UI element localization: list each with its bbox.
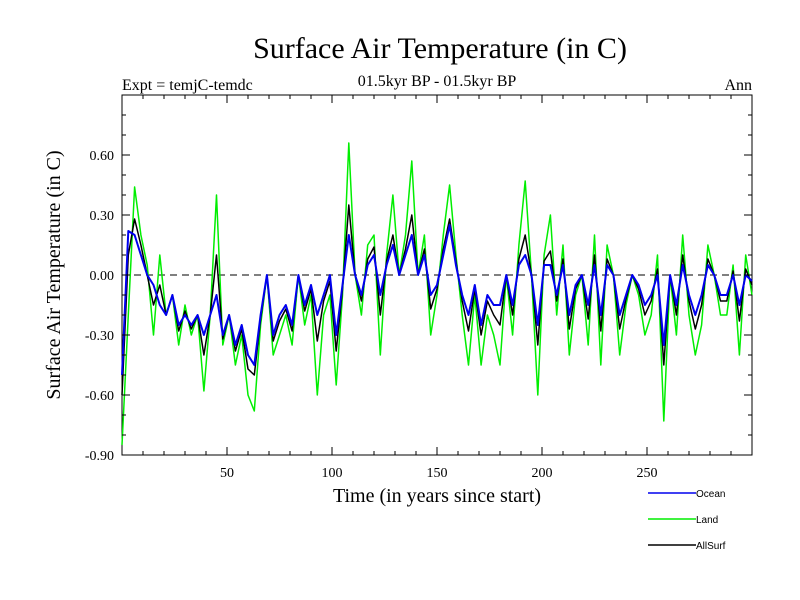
x-tick-label: 150	[427, 466, 448, 481]
y-tick-label: -0.30	[85, 329, 114, 344]
y-tick-label: 0.30	[90, 209, 115, 224]
x-tick-label: 100	[322, 466, 343, 481]
chart-subtitle-left: Expt = temjC-temdc	[122, 77, 253, 94]
legend-label-land: Land	[696, 515, 718, 526]
x-tick-label: 50	[220, 466, 234, 481]
x-tick-label: 250	[637, 466, 658, 481]
chart-title: Surface Air Temperature (in C)	[253, 32, 627, 65]
chart-subtitle-right: Ann	[724, 77, 752, 94]
y-tick-label: -0.90	[85, 449, 114, 464]
y-tick-label: 0.00	[90, 269, 115, 284]
y-axis-label: Surface Air Temperature (in C)	[43, 150, 65, 399]
y-tick-label: -0.60	[85, 389, 114, 404]
legend-label-allsurf: AllSurf	[696, 541, 726, 552]
series-line-ocean	[121, 224, 753, 376]
chart-subtitle-center: 01.5kyr BP - 01.5kyr BP	[358, 73, 517, 90]
y-tick-label: 0.60	[90, 149, 115, 164]
x-axis-label: Time (in years since start)	[333, 485, 541, 507]
x-tick-label: 200	[532, 466, 553, 481]
legend-label-ocean: Ocean	[696, 489, 725, 500]
